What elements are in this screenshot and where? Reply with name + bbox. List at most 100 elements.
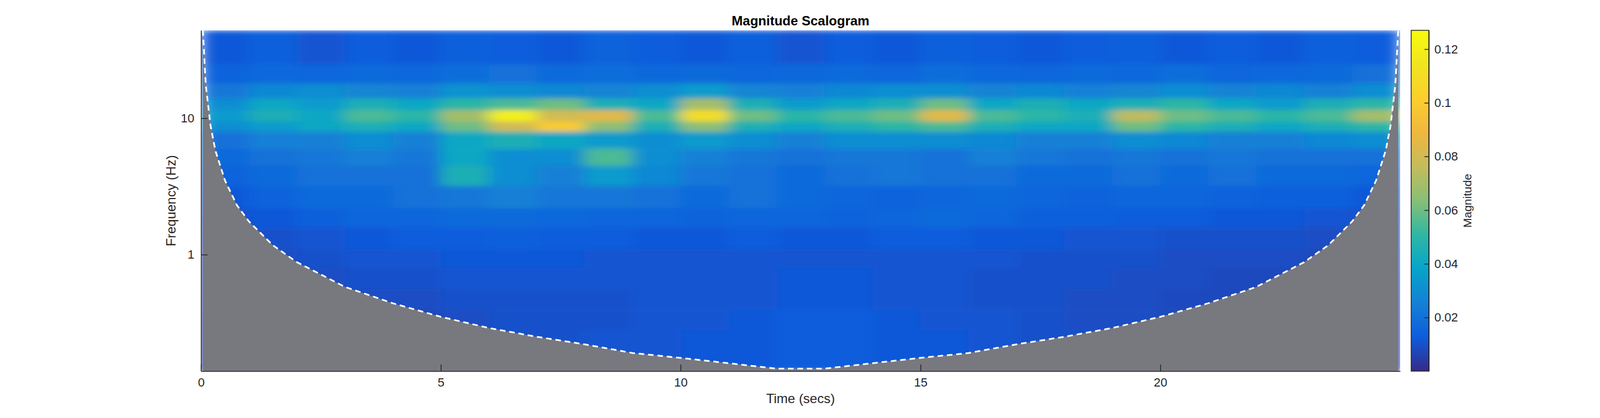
cell xyxy=(488,148,537,166)
cell xyxy=(1016,289,1065,310)
tick-label: 0 xyxy=(197,375,205,390)
cell xyxy=(1064,165,1113,187)
cell xyxy=(440,226,489,250)
cell xyxy=(728,208,777,228)
cell xyxy=(632,109,681,122)
cell xyxy=(920,83,969,99)
cell xyxy=(1208,268,1257,290)
cell xyxy=(440,121,489,132)
cell xyxy=(1016,109,1065,122)
cell xyxy=(345,165,394,187)
cell xyxy=(632,165,681,187)
cell xyxy=(1256,98,1305,111)
cell xyxy=(920,330,969,352)
cell xyxy=(1160,121,1209,132)
cell xyxy=(1064,30,1113,65)
cell xyxy=(776,208,825,228)
cell xyxy=(824,64,873,84)
cell xyxy=(1112,30,1161,65)
cell xyxy=(1112,131,1161,149)
y-axis-line xyxy=(200,30,203,373)
cell xyxy=(968,30,1017,65)
cell xyxy=(536,165,585,187)
cell xyxy=(440,208,489,228)
cell xyxy=(345,131,394,149)
cell xyxy=(632,30,681,65)
cell xyxy=(1304,186,1353,209)
cell xyxy=(1304,131,1353,149)
cell xyxy=(968,248,1017,269)
cell xyxy=(968,309,1017,331)
cell xyxy=(968,208,1017,228)
cell xyxy=(248,208,298,228)
x-axis-line xyxy=(201,371,1401,373)
cell xyxy=(488,268,537,290)
cell xyxy=(920,226,969,250)
cell xyxy=(728,98,777,111)
cell xyxy=(1208,30,1257,65)
cell xyxy=(968,186,1017,209)
cell xyxy=(1256,64,1305,84)
cell xyxy=(632,268,681,290)
cell xyxy=(1256,131,1305,149)
cell xyxy=(872,208,921,228)
cell xyxy=(297,109,346,122)
cell xyxy=(1016,64,1065,84)
cell xyxy=(824,121,873,132)
cells xyxy=(200,30,1401,372)
cell xyxy=(1160,148,1209,166)
title: Magnitude Scalogram xyxy=(731,13,870,29)
cell xyxy=(1160,186,1209,209)
cell xyxy=(345,148,394,166)
cell xyxy=(297,208,346,228)
cell xyxy=(920,64,969,84)
cell xyxy=(920,289,969,310)
cell xyxy=(872,98,921,111)
cell xyxy=(536,98,585,111)
cell xyxy=(345,98,394,111)
coi-shade xyxy=(202,30,1398,372)
cell xyxy=(776,121,825,132)
cell xyxy=(297,121,346,132)
tick-label: 0.08 xyxy=(1434,149,1459,164)
cell xyxy=(824,98,873,111)
cell xyxy=(824,30,873,65)
colorbar-frame xyxy=(1411,30,1429,372)
cell xyxy=(393,148,442,166)
cell xyxy=(536,121,585,132)
cell xyxy=(1112,248,1161,269)
cell xyxy=(584,30,633,65)
cell xyxy=(920,131,969,149)
cell xyxy=(1064,309,1113,331)
tick: 0.08 xyxy=(1424,149,1459,164)
cell xyxy=(297,186,346,209)
cell xyxy=(1064,208,1113,228)
cell xyxy=(393,186,442,209)
cell xyxy=(632,208,681,228)
cell xyxy=(1160,83,1209,99)
cell xyxy=(200,64,249,84)
cell xyxy=(1208,64,1257,84)
cell xyxy=(728,330,777,352)
cell xyxy=(872,30,921,65)
cell xyxy=(440,98,489,111)
cell xyxy=(584,186,633,209)
cell xyxy=(776,289,825,310)
cell xyxy=(824,309,873,331)
tick-label: 15 xyxy=(913,375,927,390)
cell xyxy=(297,30,346,65)
cell xyxy=(536,30,585,65)
cell xyxy=(1208,98,1257,111)
cell xyxy=(1304,83,1353,99)
cell xyxy=(776,226,825,250)
cell xyxy=(536,64,585,84)
cell xyxy=(584,248,633,269)
cell xyxy=(872,186,921,209)
cell xyxy=(536,148,585,166)
cell xyxy=(1064,268,1113,290)
cell xyxy=(632,131,681,149)
cell xyxy=(393,30,442,65)
cell xyxy=(584,121,633,132)
cell xyxy=(345,109,394,122)
cell xyxy=(1112,148,1161,166)
